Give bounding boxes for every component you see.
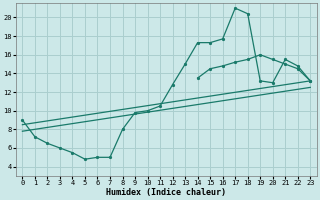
X-axis label: Humidex (Indice chaleur): Humidex (Indice chaleur) xyxy=(106,188,226,197)
